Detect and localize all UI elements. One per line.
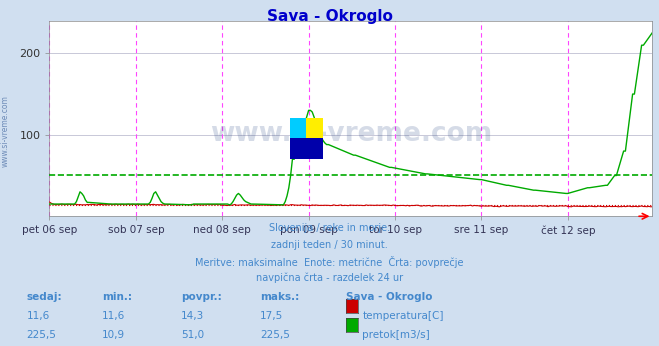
Polygon shape	[290, 138, 323, 159]
Text: sedaj:: sedaj:	[26, 292, 62, 302]
Text: povpr.:: povpr.:	[181, 292, 222, 302]
Text: 225,5: 225,5	[260, 330, 290, 340]
Polygon shape	[290, 118, 306, 138]
Text: 225,5: 225,5	[26, 330, 56, 340]
Text: 51,0: 51,0	[181, 330, 204, 340]
Text: www.si-vreme.com: www.si-vreme.com	[210, 121, 492, 147]
Text: Slovenija / reke in morje.: Slovenija / reke in morje.	[269, 223, 390, 233]
Polygon shape	[306, 118, 323, 138]
Text: pretok[m3/s]: pretok[m3/s]	[362, 330, 430, 340]
Text: zadnji teden / 30 minut.: zadnji teden / 30 minut.	[271, 240, 388, 250]
Text: www.si-vreme.com: www.si-vreme.com	[1, 95, 10, 167]
Text: 11,6: 11,6	[26, 311, 49, 321]
Text: 10,9: 10,9	[102, 330, 125, 340]
Text: Sava - Okroglo: Sava - Okroglo	[266, 9, 393, 24]
Text: temperatura[C]: temperatura[C]	[362, 311, 444, 321]
Text: min.:: min.:	[102, 292, 132, 302]
Text: 17,5: 17,5	[260, 311, 283, 321]
Text: navpična črta - razdelek 24 ur: navpična črta - razdelek 24 ur	[256, 273, 403, 283]
Text: Meritve: maksimalne  Enote: metrične  Črta: povprečje: Meritve: maksimalne Enote: metrične Črta…	[195, 256, 464, 268]
Text: Sava - Okroglo: Sava - Okroglo	[346, 292, 432, 302]
Text: maks.:: maks.:	[260, 292, 300, 302]
Text: 11,6: 11,6	[102, 311, 125, 321]
Text: 14,3: 14,3	[181, 311, 204, 321]
